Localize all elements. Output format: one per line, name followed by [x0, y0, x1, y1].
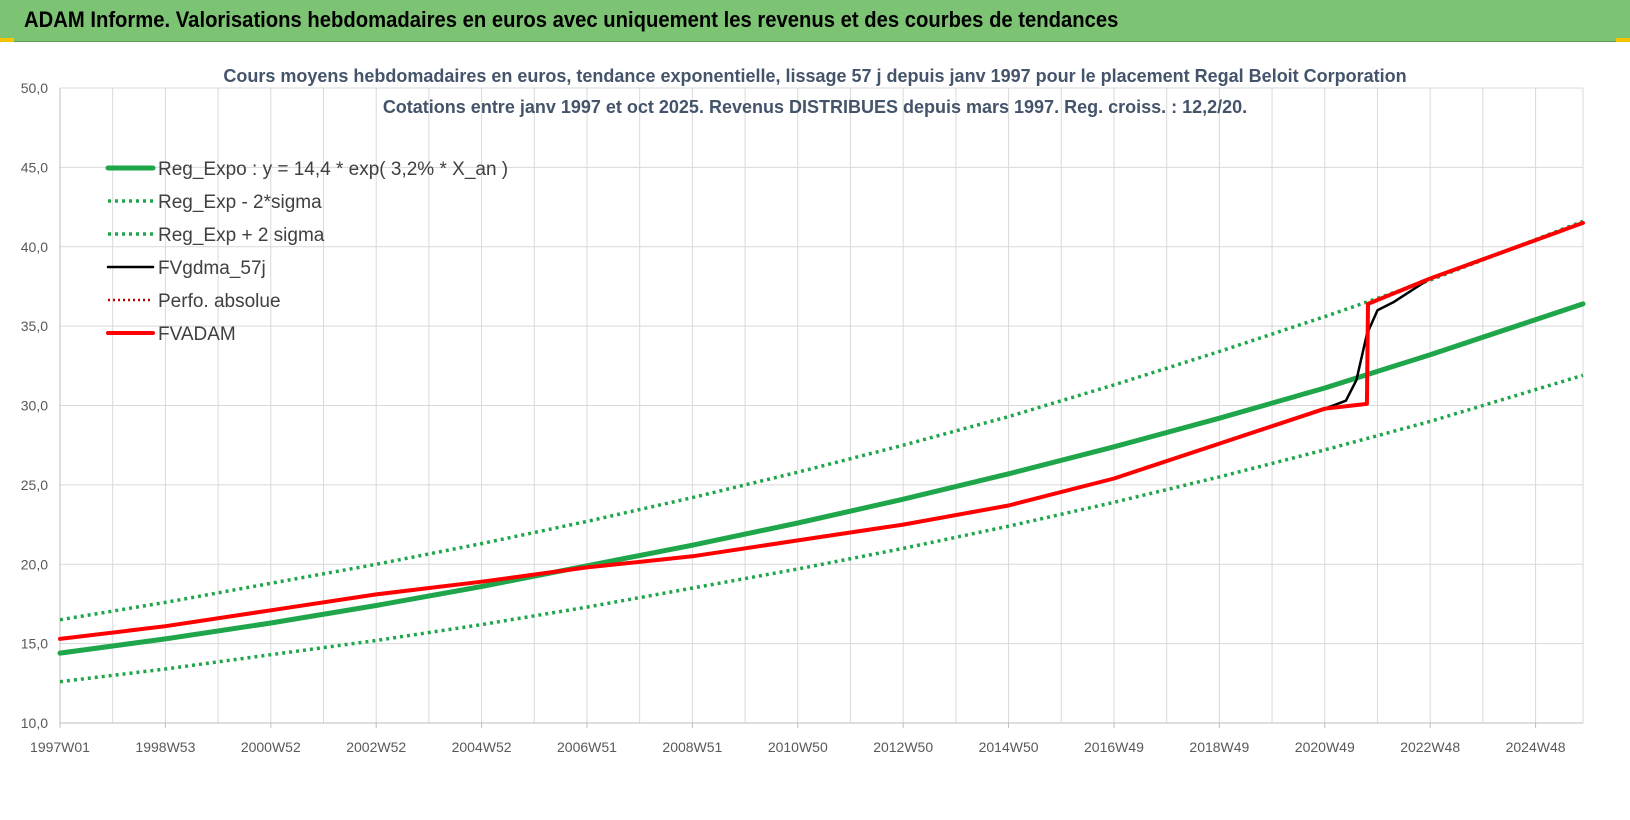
series-line-reg-exp-2-sigma	[59, 373, 1584, 684]
x-tick-label: 2012W50	[873, 739, 933, 755]
legend-label: FVgdma_57j	[158, 258, 266, 279]
x-tick-label: 2024W48	[1506, 739, 1566, 755]
x-tick-label: 1998W53	[135, 739, 195, 755]
x-tick-label: 2020W49	[1295, 739, 1355, 755]
legend-label: Reg_Exp + 2 sigma	[158, 225, 325, 246]
report-title: ADAM Informe. Valorisations hebdomadaire…	[24, 7, 1119, 32]
y-tick-label: 35,0	[21, 318, 48, 334]
x-tick-label: 2010W50	[768, 739, 828, 755]
series-line-reg-expo-y-14-4-exp-3-2-x-an	[57, 301, 1586, 656]
x-tick-label: 2006W51	[557, 739, 617, 755]
x-tick-label: 1997W01	[30, 739, 90, 755]
x-tick-label: 2018W49	[1189, 739, 1249, 755]
y-tick-label: 10,0	[21, 715, 48, 731]
chart-subtitle: Cotations entre janv 1997 et oct 2025. R…	[383, 97, 1247, 117]
chart-background	[0, 42, 1630, 815]
x-tick-label: 2004W52	[452, 739, 512, 755]
x-tick-label: 2002W52	[346, 739, 406, 755]
y-tick-label: 25,0	[21, 477, 48, 493]
legend-label: Reg_Exp - 2*sigma	[158, 192, 322, 213]
corner-accent-top-right	[1616, 38, 1630, 43]
legend-label: Reg_Expo : y = 14,4 * exp( 3,2% * X_an )	[158, 159, 508, 180]
report-header: ADAM Informe. Valorisations hebdomadaire…	[0, 0, 1630, 42]
y-tick-label: 45,0	[21, 159, 48, 175]
x-tick-label: 2008W51	[662, 739, 722, 755]
legend-label: FVADAM	[158, 324, 236, 345]
series-line-fvadam	[58, 220, 1585, 641]
corner-accent-top-left	[0, 38, 14, 43]
x-tick-label: 2022W48	[1400, 739, 1460, 755]
y-tick-label: 20,0	[21, 556, 48, 572]
series-lines	[57, 219, 1586, 684]
chart-area: 10,0 15,0 20,0 25,0 30,0 35,0 40,0 45,0 50,0 1997…	[0, 42, 1630, 815]
axes: 10,0 15,0 20,0 25,0 30,0 35,0 40,0 45,0 50,0 1997…	[21, 80, 1583, 755]
legend-label: Perfo. absolue	[158, 291, 281, 312]
line-chart: 10,0 15,0 20,0 25,0 30,0 35,0 40,0 45,0 50,0 1997…	[0, 42, 1630, 815]
x-tick-label: 2000W52	[241, 739, 301, 755]
y-tick-label: 15,0	[21, 636, 48, 652]
x-tick-label: 2016W49	[1084, 739, 1144, 755]
y-tick-label: 40,0	[21, 239, 48, 255]
x-tick-label: 2014W50	[979, 739, 1039, 755]
legend: Reg_Expo : y = 14,4 * exp( 3,2% * X_an )…	[105, 159, 508, 345]
chart-title: Cours moyens hebdomadaires en euros, ten…	[223, 66, 1406, 86]
y-tick-label: 50,0	[21, 80, 48, 96]
y-tick-label: 30,0	[21, 398, 48, 414]
